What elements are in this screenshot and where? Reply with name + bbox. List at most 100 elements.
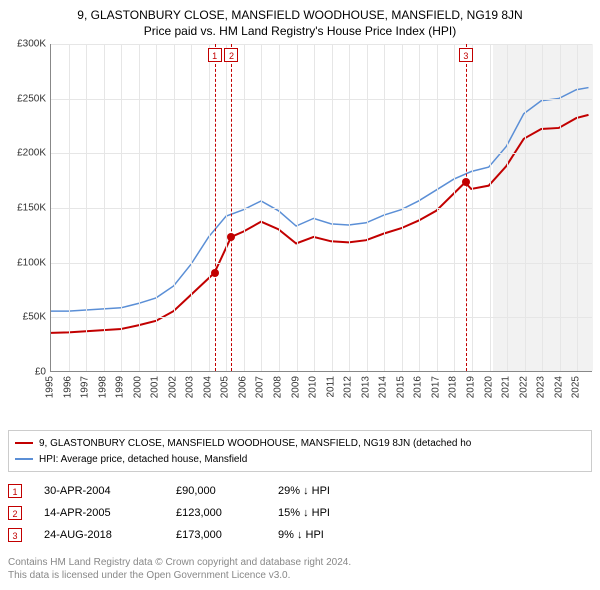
gridline-v (525, 44, 526, 371)
event-marker-line (215, 44, 216, 371)
event-delta-vs-hpi: 15% ↓ HPI (278, 507, 330, 519)
gridline-v (332, 44, 333, 371)
x-tick-label: 2020 (483, 376, 494, 398)
legend: 9, GLASTONBURY CLOSE, MANSFIELD WOODHOUS… (8, 430, 592, 472)
gridline-v (191, 44, 192, 371)
y-tick-label: £250K (17, 93, 46, 104)
chart-title-block: 9, GLASTONBURY CLOSE, MANSFIELD WOODHOUS… (8, 8, 592, 38)
x-tick-label: 2009 (290, 376, 301, 398)
footer-line-2: This data is licensed under the Open Gov… (8, 569, 592, 582)
event-marker-badge: 3 (459, 48, 473, 62)
x-tick-label: 2003 (185, 376, 196, 398)
x-tick-label: 2000 (132, 376, 143, 398)
x-tick-label: 2019 (465, 376, 476, 398)
gridline-v (314, 44, 315, 371)
gridline-v (454, 44, 455, 371)
event-marker-badge: 1 (208, 48, 222, 62)
x-tick-label: 2021 (501, 376, 512, 398)
gridline-v (86, 44, 87, 371)
gridline-v (297, 44, 298, 371)
gridline-v (577, 44, 578, 371)
x-tick-label: 2016 (413, 376, 424, 398)
event-marker-dot (462, 178, 470, 186)
event-date: 30-APR-2004 (44, 485, 154, 497)
x-tick-label: 1997 (80, 376, 91, 398)
x-tick-label: 2022 (518, 376, 529, 398)
footer-attribution: Contains HM Land Registry data © Crown c… (8, 556, 592, 582)
gridline-v (174, 44, 175, 371)
legend-item: HPI: Average price, detached house, Mans… (15, 451, 585, 467)
y-tick-label: £300K (17, 39, 46, 50)
event-marker-line (466, 44, 467, 371)
x-tick-label: 2014 (378, 376, 389, 398)
x-tick-label: 2011 (325, 376, 336, 398)
gridline-v (226, 44, 227, 371)
event-number-badge: 2 (8, 506, 22, 520)
title-subtitle: Price paid vs. HM Land Registry's House … (8, 24, 592, 38)
x-tick-label: 2018 (448, 376, 459, 398)
gridline-v (560, 44, 561, 371)
gridline-v (472, 44, 473, 371)
event-row: 214-APR-2005£123,00015% ↓ HPI (8, 502, 592, 524)
event-delta-vs-hpi: 9% ↓ HPI (278, 529, 324, 541)
footer-line-1: Contains HM Land Registry data © Crown c… (8, 556, 592, 569)
x-tick-label: 1996 (62, 376, 73, 398)
event-row: 1 30-APR-2004 £90,000 29% ↓ HPI (8, 480, 592, 502)
gridline-v (349, 44, 350, 371)
x-tick-label: 2025 (571, 376, 582, 398)
x-tick-label: 2002 (167, 376, 178, 398)
x-tick-label: 1999 (115, 376, 126, 398)
event-table: 130-APR-2004£90,00029% ↓ HPI214-APR-2005… (8, 480, 592, 546)
event-price: £173,000 (176, 529, 256, 541)
event-date: 24-AUG-2018 (44, 529, 154, 541)
x-tick-label: 2010 (308, 376, 319, 398)
event-row: 3 24-AUG-2018 £173,000 9% ↓ HPI (8, 524, 592, 546)
y-tick-label: £100K (17, 257, 46, 268)
gridline-v (279, 44, 280, 371)
gridline-h (51, 44, 592, 45)
x-tick-label: 2005 (220, 376, 231, 398)
gridline-h (51, 99, 592, 100)
gridline-h (51, 208, 592, 209)
gridline-h (51, 317, 592, 318)
y-tick-label: £150K (17, 203, 46, 214)
gridline-v (437, 44, 438, 371)
gridline-v (384, 44, 385, 371)
chart-container: £0£50K£100K£150K£200K£250K£300K 123 1995… (8, 44, 592, 424)
legend-label: 9, GLASTONBURY CLOSE, MANSFIELD WOODHOUS… (39, 438, 471, 449)
x-tick-label: 2024 (553, 376, 564, 398)
gridline-v (69, 44, 70, 371)
gridline-v (507, 44, 508, 371)
plot-area: 12 3 (50, 44, 592, 372)
event-delta-vs-hpi: 29% ↓ HPI (278, 485, 330, 497)
x-tick-label: 2012 (343, 376, 354, 398)
gridline-v (419, 44, 420, 371)
gridline-v (104, 44, 105, 371)
x-tick-label: 2008 (273, 376, 284, 398)
x-tick-label: 2001 (150, 376, 161, 398)
event-number-badge: 3 (8, 528, 22, 542)
x-tick-label: 2004 (202, 376, 213, 398)
gridline-v (542, 44, 543, 371)
x-tick-label: 2006 (237, 376, 248, 398)
event-price: £90,000 (176, 485, 256, 497)
event-number-badge: 1 (8, 484, 22, 498)
gridline-v (490, 44, 491, 371)
gridline-v (261, 44, 262, 371)
title-address: 9, GLASTONBURY CLOSE, MANSFIELD WOODHOUS… (8, 8, 592, 22)
legend-swatch (15, 458, 33, 460)
event-marker-badge: 2 (224, 48, 238, 62)
x-tick-label: 2007 (255, 376, 266, 398)
gridline-v (402, 44, 403, 371)
gridline-v (244, 44, 245, 371)
legend-item: 9, GLASTONBURY CLOSE, MANSFIELD WOODHOUS… (15, 435, 585, 451)
x-tick-label: 1998 (97, 376, 108, 398)
event-marker-line (231, 44, 232, 371)
gridline-v (121, 44, 122, 371)
y-axis: £0£50K£100K£150K£200K£250K£300K (8, 44, 50, 372)
gridline-h (51, 263, 592, 264)
x-axis: 1995199619971998199920002001200220032004… (50, 372, 592, 424)
gridline-v (209, 44, 210, 371)
event-price: £123,000 (176, 507, 256, 519)
x-tick-label: 2023 (536, 376, 547, 398)
